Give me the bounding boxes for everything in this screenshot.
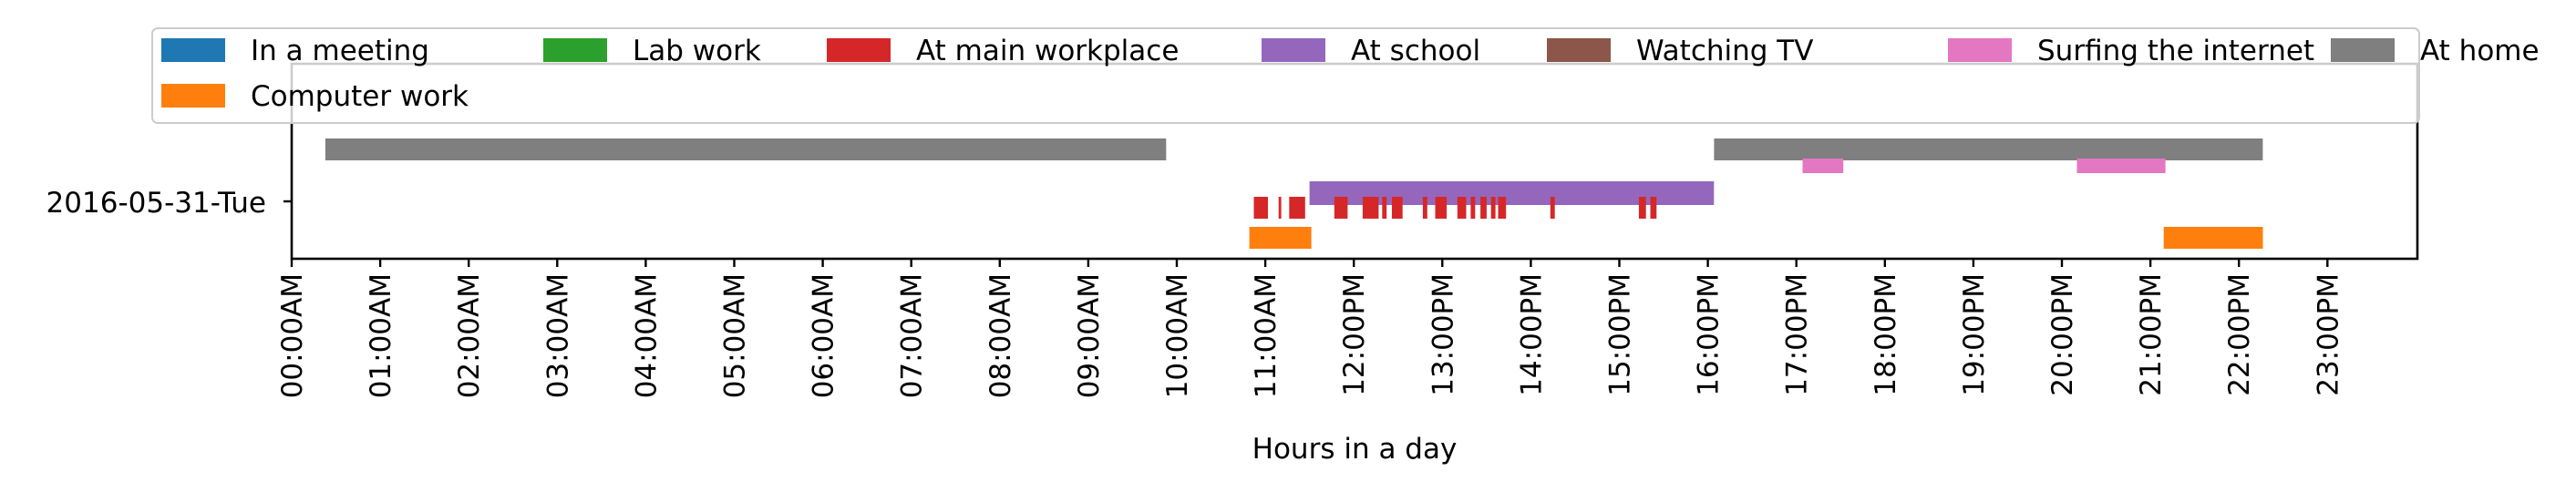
x-tick-label: 16:00PM bbox=[1693, 273, 1726, 396]
x-tick-label: 09:00AM bbox=[1073, 273, 1106, 398]
legend-frame bbox=[151, 27, 2420, 124]
bar-work bbox=[1334, 197, 1348, 219]
legend-swatch bbox=[161, 84, 225, 108]
legend-label: At school bbox=[1351, 35, 1480, 67]
x-axis-ticks: 00:00AM 01:00AM 02:00AM 03:00AM 04:00AM 05:00… bbox=[276, 259, 2344, 398]
legend: In a meeting Lab work At main workplace At … bbox=[151, 27, 2540, 124]
x-tick-label: 13:00PM bbox=[1427, 273, 1459, 396]
legend-label: Watching TV bbox=[1636, 35, 1813, 67]
x-tick-label: 14:00PM bbox=[1515, 273, 1548, 396]
bar-work bbox=[1362, 197, 1379, 219]
x-tick-label: 21:00PM bbox=[2135, 273, 2168, 396]
x-tick-label: 02:00AM bbox=[453, 273, 486, 398]
bar-work bbox=[1550, 197, 1555, 219]
x-tick-label: 18:00PM bbox=[1870, 273, 1902, 396]
legend-label: At main workplace bbox=[916, 35, 1179, 67]
bar-work bbox=[1638, 197, 1646, 219]
bar-surf bbox=[1802, 159, 1844, 173]
bar-work bbox=[1392, 197, 1403, 219]
x-tick-label: 15:00PM bbox=[1604, 273, 1637, 396]
x-tick-label: 04:00AM bbox=[630, 273, 663, 398]
bar-computer bbox=[1249, 227, 1312, 249]
bar-home bbox=[325, 138, 1167, 160]
bar-work bbox=[1289, 197, 1305, 219]
bar-home bbox=[1714, 138, 2263, 160]
x-tick-label: 08:00AM bbox=[984, 273, 1017, 398]
bars-layer bbox=[325, 138, 2263, 249]
x-tick-label: 07:00AM bbox=[896, 273, 929, 398]
legend-label: Lab work bbox=[633, 35, 761, 67]
legend-swatch bbox=[1547, 38, 1611, 62]
x-tick-label: 17:00PM bbox=[1781, 273, 1814, 396]
bar-work bbox=[1490, 197, 1496, 219]
legend-swatch bbox=[827, 38, 891, 62]
x-tick-label: 11:00AM bbox=[1250, 273, 1283, 398]
bar-surf bbox=[2076, 159, 2166, 173]
bar-work bbox=[1435, 197, 1448, 219]
legend-label: In a meeting bbox=[251, 35, 429, 67]
x-tick-label: 12:00PM bbox=[1338, 273, 1371, 396]
x-tick-label: 01:00AM bbox=[365, 273, 397, 398]
bar-work bbox=[1498, 197, 1507, 219]
x-tick-label: 19:00PM bbox=[1958, 273, 1991, 396]
bar-work bbox=[1422, 197, 1427, 219]
legend-swatch bbox=[1262, 38, 1325, 62]
legend-label: Surfing the internet bbox=[2037, 35, 2314, 67]
x-tick-label: 05:00AM bbox=[719, 273, 752, 398]
bar-work bbox=[1470, 197, 1476, 219]
legend-swatch bbox=[543, 38, 607, 62]
legend-label: At home bbox=[2420, 35, 2540, 67]
x-axis-label: Hours in a day bbox=[1252, 433, 1458, 466]
legend-swatch bbox=[1948, 38, 2012, 62]
legend-swatch bbox=[161, 38, 225, 62]
bar-work bbox=[1650, 197, 1657, 219]
row-label: 2016-05-31-Tue bbox=[46, 187, 266, 220]
bar-work bbox=[1278, 197, 1282, 219]
bar-work bbox=[1253, 197, 1268, 219]
bar-work bbox=[1457, 197, 1467, 219]
x-tick-label: 03:00AM bbox=[541, 273, 574, 398]
x-tick-label: 22:00PM bbox=[2223, 273, 2256, 396]
x-tick-label: 23:00PM bbox=[2312, 273, 2344, 396]
x-tick-label: 20:00PM bbox=[2046, 273, 2079, 396]
x-tick-label: 06:00AM bbox=[808, 273, 840, 398]
bar-work bbox=[1480, 197, 1487, 219]
x-tick-label: 10:00AM bbox=[1161, 273, 1194, 398]
legend-swatch bbox=[2331, 38, 2395, 62]
legend-label: Computer work bbox=[251, 80, 469, 113]
x-tick-label: 00:00AM bbox=[276, 273, 309, 398]
bar-computer bbox=[2163, 227, 2263, 249]
bar-work bbox=[1382, 197, 1387, 219]
